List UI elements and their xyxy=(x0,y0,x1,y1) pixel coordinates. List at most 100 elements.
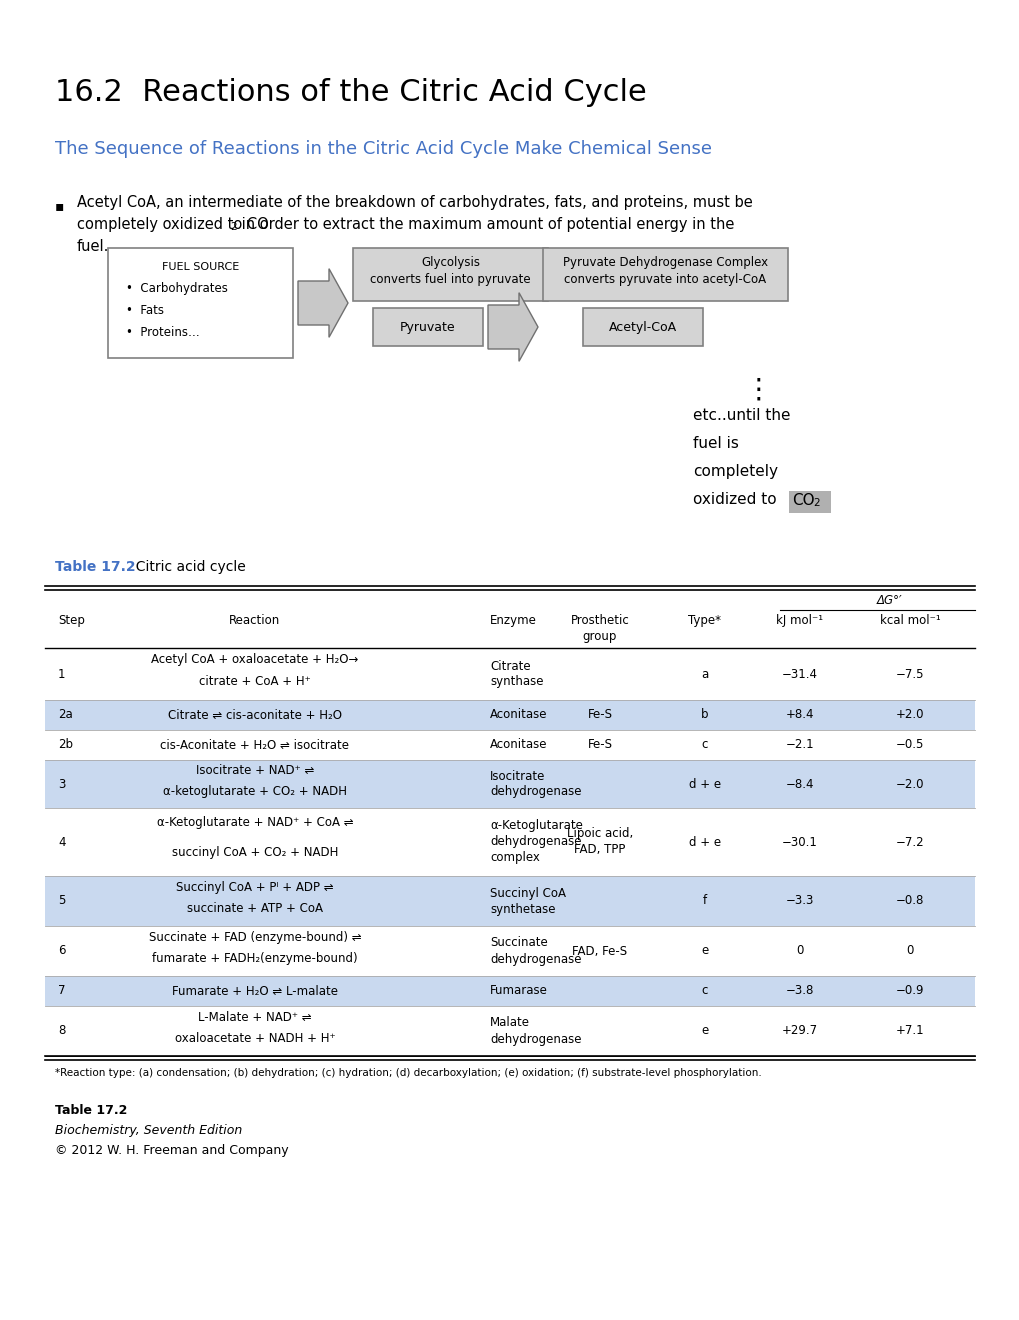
Text: Aconitase: Aconitase xyxy=(489,738,547,751)
FancyBboxPatch shape xyxy=(108,248,292,358)
Polygon shape xyxy=(298,269,347,338)
Text: Citrate
synthase: Citrate synthase xyxy=(489,660,543,689)
Text: −3.8: −3.8 xyxy=(785,985,813,998)
Text: 6: 6 xyxy=(58,945,65,957)
Text: ΔG°′: ΔG°′ xyxy=(876,594,902,607)
Text: FUEL SOURCE: FUEL SOURCE xyxy=(162,261,238,272)
Text: ▪: ▪ xyxy=(55,199,64,213)
Text: 1: 1 xyxy=(58,668,65,681)
Text: CO: CO xyxy=(791,492,814,508)
Text: Table 17.2: Table 17.2 xyxy=(55,1104,127,1117)
Text: Pyruvate Dehydrogenase Complex
converts pyruvate into acetyl-CoA: Pyruvate Dehydrogenase Complex converts … xyxy=(562,256,767,286)
Text: Acetyl-CoA: Acetyl-CoA xyxy=(608,321,677,334)
FancyBboxPatch shape xyxy=(45,975,974,1006)
Text: Step: Step xyxy=(58,614,85,627)
Text: Acetyl CoA, an intermediate of the breakdown of carbohydrates, fats, and protein: Acetyl CoA, an intermediate of the break… xyxy=(76,195,752,210)
Text: d + e: d + e xyxy=(688,836,720,849)
Text: Succinyl CoA + Pᴵ + ADP ⇌: Succinyl CoA + Pᴵ + ADP ⇌ xyxy=(176,880,333,894)
Text: −8.4: −8.4 xyxy=(785,777,813,791)
Text: kcal mol⁻¹: kcal mol⁻¹ xyxy=(878,614,940,627)
Text: −0.9: −0.9 xyxy=(895,985,923,998)
Text: −2.0: −2.0 xyxy=(895,777,923,791)
Text: −31.4: −31.4 xyxy=(782,668,817,681)
Text: Isocitrate + NAD⁺ ⇌: Isocitrate + NAD⁺ ⇌ xyxy=(196,764,314,777)
Text: d + e: d + e xyxy=(688,777,720,791)
Text: α-Ketoglutarate
dehydrogenase
complex: α-Ketoglutarate dehydrogenase complex xyxy=(489,820,582,865)
Text: Succinate + FAD (enzyme-bound) ⇌: Succinate + FAD (enzyme-bound) ⇌ xyxy=(149,931,361,944)
FancyBboxPatch shape xyxy=(373,308,483,346)
FancyBboxPatch shape xyxy=(45,876,974,927)
Text: −2.1: −2.1 xyxy=(785,738,813,751)
Text: 5: 5 xyxy=(58,895,65,908)
Text: FAD, Fe-S: FAD, Fe-S xyxy=(572,945,627,957)
Text: © 2012 W. H. Freeman and Company: © 2012 W. H. Freeman and Company xyxy=(55,1144,288,1158)
Text: Isocitrate
dehydrogenase: Isocitrate dehydrogenase xyxy=(489,770,581,799)
Text: completely: completely xyxy=(692,465,777,479)
Text: fuel.: fuel. xyxy=(76,239,109,253)
Text: +2.0: +2.0 xyxy=(895,709,923,722)
Text: Prosthetic
group: Prosthetic group xyxy=(570,614,629,643)
Text: fumarate + FADH₂(enzyme-bound): fumarate + FADH₂(enzyme-bound) xyxy=(152,952,358,965)
Text: Fe-S: Fe-S xyxy=(587,738,611,751)
Text: Malate
dehydrogenase: Malate dehydrogenase xyxy=(489,1016,581,1045)
Text: etc..until the: etc..until the xyxy=(692,408,790,422)
Text: +7.1: +7.1 xyxy=(895,1024,923,1038)
FancyBboxPatch shape xyxy=(45,760,974,808)
Text: *Reaction type: (a) condensation; (b) dehydration; (c) hydration; (d) decarboxyl: *Reaction type: (a) condensation; (b) de… xyxy=(55,1068,761,1078)
Text: Succinate
dehydrogenase: Succinate dehydrogenase xyxy=(489,936,581,965)
Text: −0.8: −0.8 xyxy=(895,895,923,908)
Text: citrate + CoA + H⁺: citrate + CoA + H⁺ xyxy=(199,676,311,688)
Text: Lipoic acid,
FAD, TPP: Lipoic acid, FAD, TPP xyxy=(567,828,633,857)
Text: e: e xyxy=(701,945,708,957)
FancyBboxPatch shape xyxy=(542,248,788,301)
Text: kJ mol⁻¹: kJ mol⁻¹ xyxy=(775,614,822,627)
FancyBboxPatch shape xyxy=(789,491,830,513)
Text: oxaloacetate + NADH + H⁺: oxaloacetate + NADH + H⁺ xyxy=(174,1032,335,1045)
Text: 3: 3 xyxy=(58,777,65,791)
Text: −30.1: −30.1 xyxy=(782,836,817,849)
Text: 7: 7 xyxy=(58,985,65,998)
Text: c: c xyxy=(701,985,707,998)
Text: 0: 0 xyxy=(906,945,913,957)
Text: 2: 2 xyxy=(812,498,819,508)
Text: 2b: 2b xyxy=(58,738,73,751)
FancyBboxPatch shape xyxy=(353,248,547,301)
Text: Biochemistry, Seventh Edition: Biochemistry, Seventh Edition xyxy=(55,1125,243,1137)
Text: •  Fats: • Fats xyxy=(126,304,164,317)
Text: Type*: Type* xyxy=(688,614,720,627)
Text: e: e xyxy=(701,1024,708,1038)
FancyBboxPatch shape xyxy=(583,308,702,346)
Text: Succinyl CoA
synthetase: Succinyl CoA synthetase xyxy=(489,887,566,916)
Text: 0: 0 xyxy=(796,945,803,957)
Text: f: f xyxy=(702,895,706,908)
Text: •  Carbohydrates: • Carbohydrates xyxy=(126,282,227,294)
Text: oxidized to: oxidized to xyxy=(692,492,781,507)
Text: Acetyl CoA + oxaloacetate + H₂O→: Acetyl CoA + oxaloacetate + H₂O→ xyxy=(151,653,359,667)
Text: −3.3: −3.3 xyxy=(785,895,813,908)
Text: succinate + ATP + CoA: succinate + ATP + CoA xyxy=(186,902,323,915)
Text: ⋮: ⋮ xyxy=(744,376,771,404)
Text: a: a xyxy=(701,668,708,681)
Text: Citric acid cycle: Citric acid cycle xyxy=(127,560,246,574)
Text: in order to extract the maximum amount of potential energy in the: in order to extract the maximum amount o… xyxy=(236,216,734,232)
Text: Fumarate + H₂O ⇌ L-malate: Fumarate + H₂O ⇌ L-malate xyxy=(172,985,337,998)
Text: c: c xyxy=(701,738,707,751)
Text: +8.4: +8.4 xyxy=(785,709,813,722)
Text: 2a: 2a xyxy=(58,709,72,722)
Text: +29.7: +29.7 xyxy=(782,1024,817,1038)
Text: Enzyme: Enzyme xyxy=(489,614,536,627)
Text: −0.5: −0.5 xyxy=(895,738,923,751)
Text: −7.2: −7.2 xyxy=(895,836,923,849)
Text: L-Malate + NAD⁺ ⇌: L-Malate + NAD⁺ ⇌ xyxy=(198,1011,312,1023)
Text: Aconitase: Aconitase xyxy=(489,709,547,722)
Text: −7.5: −7.5 xyxy=(895,668,923,681)
Text: 2: 2 xyxy=(230,222,237,232)
Text: cis-Aconitate + H₂O ⇌ isocitrate: cis-Aconitate + H₂O ⇌ isocitrate xyxy=(160,738,350,751)
Text: b: b xyxy=(701,709,708,722)
Text: Reaction: Reaction xyxy=(229,614,280,627)
Text: Fumarase: Fumarase xyxy=(489,985,547,998)
Text: Fe-S: Fe-S xyxy=(587,709,611,722)
Polygon shape xyxy=(487,293,537,362)
Text: succinyl CoA + CO₂ + NADH: succinyl CoA + CO₂ + NADH xyxy=(171,846,338,859)
Text: •  Proteins…: • Proteins… xyxy=(126,326,200,339)
